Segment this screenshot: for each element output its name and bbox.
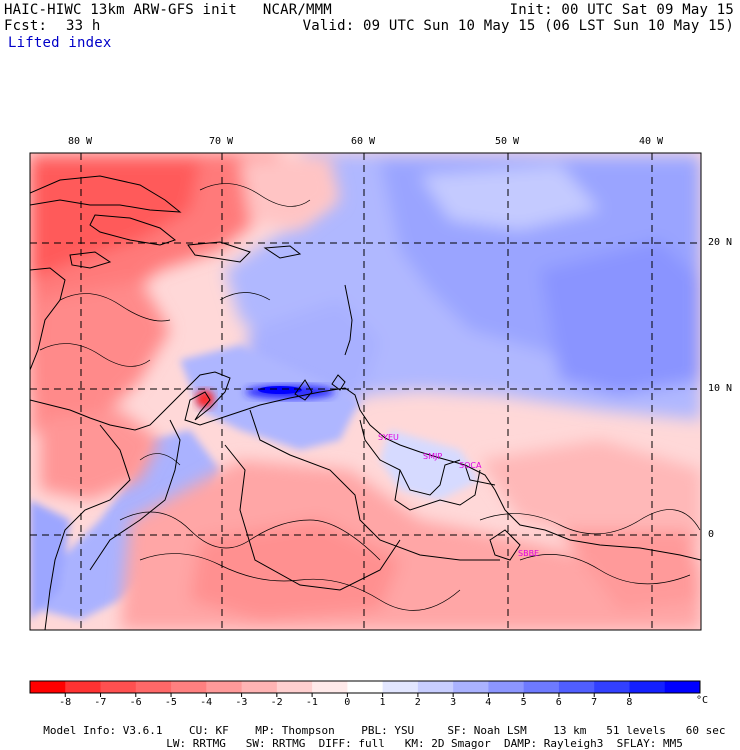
colorbar-cell [347,681,384,693]
colorbar-cell [65,681,102,693]
li-contours [39,183,701,611]
model-info-line1: Model Info: V3.6.1 CU: KF MP: Thompson P… [30,711,726,737]
colorbar-cell [30,681,66,693]
colorbar-unit: °C [696,695,709,706]
station-labels: SYEU SMJP SOCA SBBE [378,433,539,558]
colorbar-cell [382,681,419,693]
colorbar-cell [488,681,525,693]
field-title: Lifted index [8,35,112,51]
lon-label: 40 W [639,136,664,147]
colorbar-tick-label: 3 [450,697,457,708]
footer-item: DAMP: Rayleigh3 [504,737,604,750]
footer-item: SF: Noah LSM [447,724,527,737]
colorbar-tick-label: -5 [164,697,177,708]
station-label: SOCA [459,461,482,470]
colorbar-cell [629,681,666,693]
forecast-hour: 33 h [66,18,101,34]
footer-item: 60 sec [685,724,726,737]
station-label: SBBE [518,549,539,558]
colorbar-cell [312,681,348,693]
colorbar-tick-label: -1 [305,697,318,708]
footer-item: 13 km [553,724,587,737]
colorbar-cell [417,681,454,693]
colorbar-cell [135,681,172,693]
lat-label: 20 N [708,237,733,248]
colorbar [29,680,701,697]
colorbar-tick-label: 1 [379,697,386,708]
footer-item: SFLAY: MM5 [616,737,683,750]
footer-item: 51 levels [606,724,666,737]
footer-item: Model Info: V3.6.1 [43,724,163,737]
colorbar-tick-label: 4 [485,697,492,708]
colorbar-cell [594,681,630,693]
lon-label: 60 W [351,136,376,147]
lat-lon-grid [30,153,701,630]
footer-item: KM: 2D Smagor [404,737,491,750]
colorbar-tick-label: 6 [555,697,562,708]
colorbar-cell [523,681,560,693]
colorbar-cell [241,681,278,693]
station-label: SMJP [423,452,442,461]
colorbar-cell [206,681,243,693]
model-title: HAIC-HIWC 13km ARW-GFS init NCAR/MMM [4,2,332,18]
lon-label: 70 W [209,136,234,147]
map-frame [29,152,702,631]
valid-time: Valid: 09 UTC Sun 10 May 15 (06 LST Sun … [302,18,734,34]
model-info-line2: LW: RRTMG SW: RRTMG DIFF: full KM: 2D Sm… [153,724,683,750]
colorbar-cell [664,681,701,693]
footer-item: SW: RRTMG [245,737,306,750]
footer-item: PBL: YSU [361,724,415,737]
lon-label: 80 W [68,136,93,147]
colorbar-tick-label: -3 [235,697,248,708]
colorbar-tick-label: -6 [129,697,142,708]
colorbar-tick-label: 0 [344,697,351,708]
colorbar-tick-label: 8 [626,697,633,708]
forecast-hour-label: Fcst: [4,18,48,34]
colorbar-cell [100,681,137,693]
footer-item: CU: KF [188,724,229,737]
footer-item: MP: Thompson [255,724,335,737]
footer-item: LW: RRTMG [166,737,226,750]
colorbar-tick-label: 2 [414,697,421,708]
colorbar-tick-label: -8 [59,697,72,708]
colorbar-cell [276,681,313,693]
station-label: SYEU [378,433,399,442]
coastlines [30,175,701,630]
colorbar-tick-label: -2 [270,697,283,708]
shaded-field [30,153,701,630]
footer-item: DIFF: full [318,737,385,750]
colorbar-tick-label: 7 [591,697,598,708]
colorbar-tick-label: -7 [94,697,107,708]
colorbar-cell [453,681,489,693]
lon-label: 50 W [495,136,520,147]
colorbar-tick-label: -4 [200,697,213,708]
lat-label: 0 [708,529,715,540]
init-time: Init: 00 UTC Sat 09 May 15 [509,2,734,18]
colorbar-cell [171,681,207,693]
colorbar-tick-label: 5 [520,697,527,708]
lat-label: 10 N [708,383,733,394]
colorbar-cell [558,681,595,693]
